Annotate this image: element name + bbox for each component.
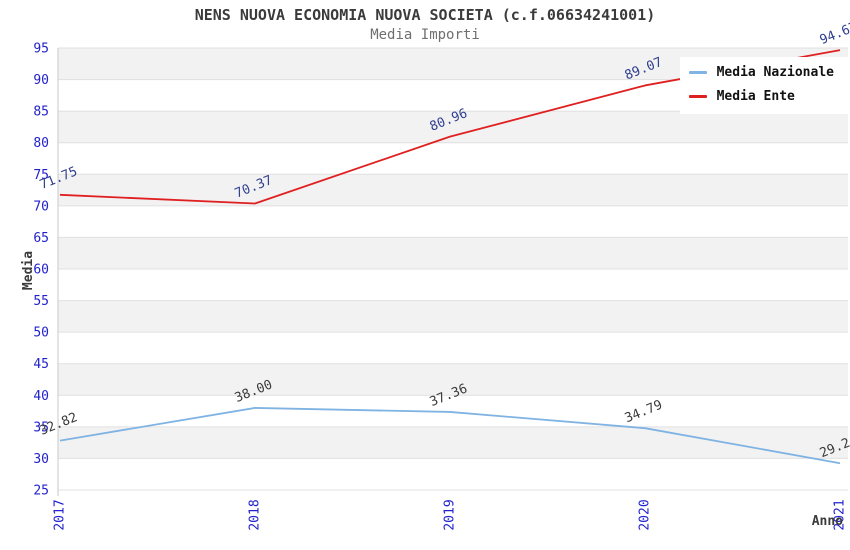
legend: Media Nazionale Media Ente	[679, 57, 848, 114]
chart-title: NENS NUOVA ECONOMIA NUOVA SOCIETA (c.f.0…	[194, 6, 656, 24]
y-tick-label: 50	[33, 326, 49, 341]
y-tick-label: 70	[33, 199, 49, 214]
x-tick-label: 2018	[248, 499, 263, 530]
plot-band	[58, 269, 848, 301]
plot-band	[58, 300, 848, 333]
y-tick-label: 80	[33, 136, 49, 151]
legend-label-nazionale: Media Nazionale	[716, 65, 834, 80]
y-tick-label: 90	[33, 73, 49, 88]
y-tick-label: 75	[33, 168, 49, 183]
plot-band	[58, 458, 848, 490]
legend-line-nazionale-icon	[688, 71, 707, 74]
x-tick-label: 2020	[638, 499, 653, 530]
y-tick-label: 45	[33, 357, 49, 372]
legend-label-ente: Media Ente	[716, 89, 795, 104]
chart-subtitle: Media Importi	[370, 27, 480, 43]
y-tick-label: 35	[33, 420, 49, 435]
plot-band	[58, 426, 848, 459]
y-axis-title: Media	[21, 250, 37, 291]
y-tick-label: 95	[33, 42, 49, 57]
series-line-media-nazionale	[59, 407, 841, 465]
y-tick-label: 60	[33, 263, 49, 278]
x-tick-label: 2021	[833, 499, 848, 530]
plot-band	[58, 111, 848, 143]
plot-band	[58, 142, 848, 175]
point-label-media-ente: 94.67	[818, 20, 850, 49]
y-tick-label: 85	[33, 105, 49, 120]
plot-band	[58, 237, 848, 269]
plot-band	[58, 174, 848, 206]
y-tick-label: 30	[33, 452, 49, 467]
plot-band	[58, 332, 848, 364]
y-tick-label: 55	[33, 294, 49, 309]
y-tick-label: 65	[33, 231, 49, 246]
x-tick-label: 2019	[443, 499, 458, 530]
legend-item-media-ente: Media Ente	[688, 89, 834, 104]
y-tick-label: 25	[33, 484, 49, 499]
plot-band	[58, 363, 848, 396]
y-tick-label: 40	[33, 389, 49, 404]
plot-band	[58, 395, 848, 427]
plot-band	[58, 205, 848, 238]
x-tick-label: 2017	[53, 499, 68, 530]
legend-item-media-nazionale: Media Nazionale	[688, 65, 834, 80]
legend-line-ente-icon	[688, 95, 707, 98]
x-axis-title: Anno	[811, 514, 843, 529]
